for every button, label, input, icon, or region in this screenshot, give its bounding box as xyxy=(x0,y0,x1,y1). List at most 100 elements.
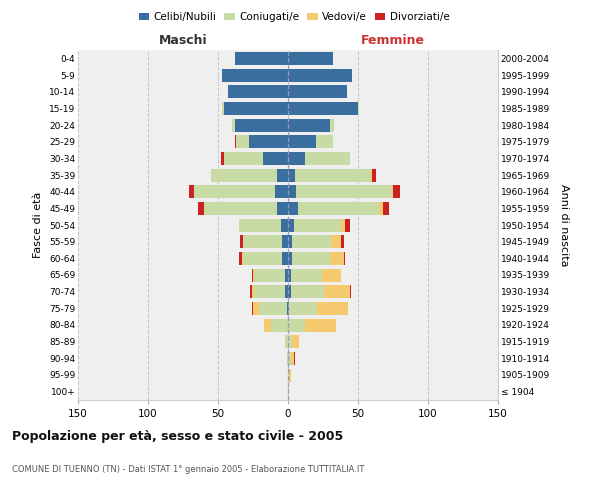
Bar xyxy=(281,218,288,232)
Bar xyxy=(288,285,291,298)
Bar xyxy=(291,352,293,365)
Bar xyxy=(325,285,350,298)
Bar xyxy=(288,302,289,315)
Bar xyxy=(222,102,224,115)
Bar xyxy=(236,135,249,148)
Bar xyxy=(293,218,341,232)
Bar xyxy=(288,118,330,132)
Bar xyxy=(222,68,288,82)
Text: Maschi: Maschi xyxy=(158,34,208,46)
Bar xyxy=(288,185,296,198)
Bar xyxy=(224,152,263,165)
Bar xyxy=(285,268,288,281)
Bar xyxy=(298,202,379,215)
Bar xyxy=(305,152,350,165)
Bar xyxy=(251,268,253,281)
Bar xyxy=(285,285,288,298)
Bar xyxy=(292,335,299,348)
Bar xyxy=(293,352,295,365)
Bar xyxy=(317,302,348,315)
Bar xyxy=(288,152,305,165)
Bar xyxy=(350,285,351,298)
Bar xyxy=(288,252,292,265)
Bar xyxy=(379,202,383,215)
Bar xyxy=(283,252,288,265)
Bar xyxy=(288,202,298,215)
Bar xyxy=(254,268,285,281)
Bar xyxy=(358,102,359,115)
Bar xyxy=(330,118,334,132)
Bar xyxy=(322,268,341,281)
Bar xyxy=(288,235,292,248)
Bar xyxy=(393,185,400,198)
Bar xyxy=(283,235,288,248)
Bar xyxy=(288,168,295,181)
Bar xyxy=(199,202,204,215)
Bar xyxy=(371,168,372,181)
Bar xyxy=(271,318,288,332)
Bar xyxy=(288,368,289,382)
Bar xyxy=(232,118,235,132)
Bar xyxy=(259,302,287,315)
Bar xyxy=(288,218,293,232)
Bar xyxy=(251,302,253,315)
Bar xyxy=(289,302,317,315)
Bar xyxy=(235,52,288,65)
Bar xyxy=(263,152,288,165)
Bar xyxy=(383,202,389,215)
Bar xyxy=(392,185,393,198)
Bar xyxy=(292,252,330,265)
Legend: Celibi/Nubili, Coniugati/e, Vedovi/e, Divorziati/e: Celibi/Nubili, Coniugati/e, Vedovi/e, Di… xyxy=(134,8,454,26)
Bar xyxy=(254,285,285,298)
Bar xyxy=(221,152,224,165)
Bar xyxy=(224,102,288,115)
Bar xyxy=(249,135,288,148)
Bar xyxy=(330,252,344,265)
Bar xyxy=(228,85,288,98)
Bar xyxy=(194,185,275,198)
Bar xyxy=(288,352,291,365)
Bar xyxy=(243,252,283,265)
Bar xyxy=(235,135,236,148)
Bar xyxy=(344,252,346,265)
Bar xyxy=(288,135,316,148)
Bar xyxy=(253,268,254,281)
Bar xyxy=(289,368,291,382)
Y-axis label: Fasce di età: Fasce di età xyxy=(34,192,43,258)
Bar xyxy=(287,302,288,315)
Bar xyxy=(287,352,288,365)
Bar xyxy=(242,252,243,265)
Text: Popolazione per età, sesso e stato civile - 2005: Popolazione per età, sesso e stato civil… xyxy=(12,430,343,443)
Bar xyxy=(243,235,283,248)
Bar xyxy=(239,218,281,232)
Bar xyxy=(288,335,292,348)
Text: COMUNE DI TUENNO (TN) - Dati ISTAT 1° gennaio 2005 - Elaborazione TUTTITALIA.IT: COMUNE DI TUENNO (TN) - Dati ISTAT 1° ge… xyxy=(12,465,364,474)
Y-axis label: Anni di nascita: Anni di nascita xyxy=(559,184,569,266)
Bar xyxy=(235,118,288,132)
Bar xyxy=(295,168,371,181)
Bar xyxy=(288,52,333,65)
Bar xyxy=(305,318,335,332)
Text: Femmine: Femmine xyxy=(361,34,425,46)
Bar xyxy=(291,268,322,281)
Bar xyxy=(292,235,331,248)
Bar xyxy=(288,68,352,82)
Bar xyxy=(288,85,347,98)
Bar xyxy=(285,335,288,348)
Bar xyxy=(288,318,305,332)
Bar xyxy=(204,202,277,215)
Bar xyxy=(291,285,325,298)
Bar xyxy=(250,285,251,298)
Bar xyxy=(241,235,243,248)
Bar xyxy=(264,318,271,332)
Bar xyxy=(253,302,259,315)
Bar xyxy=(211,168,277,181)
Bar xyxy=(331,235,341,248)
Bar xyxy=(277,168,288,181)
Bar xyxy=(341,218,346,232)
Bar xyxy=(275,185,288,198)
Bar xyxy=(372,168,376,181)
Bar xyxy=(341,235,344,248)
Bar xyxy=(288,268,291,281)
Bar xyxy=(288,102,358,115)
